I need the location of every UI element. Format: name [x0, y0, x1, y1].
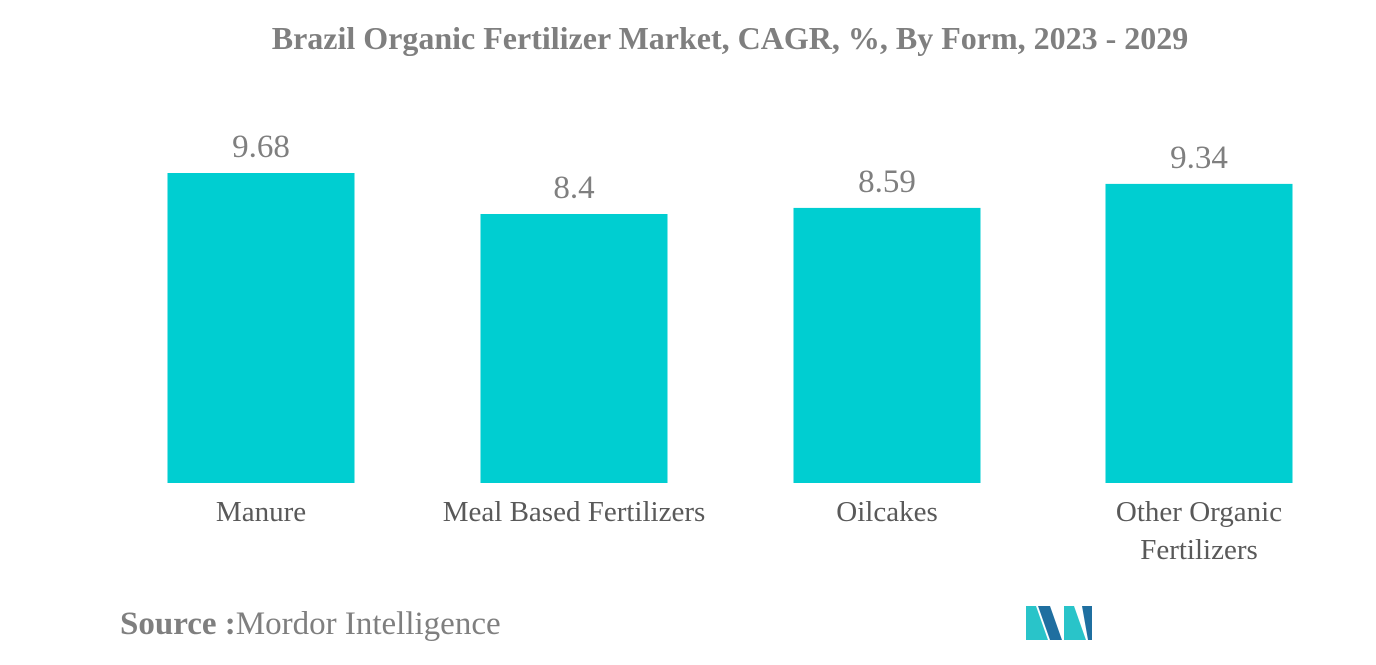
value-label: 9.68 — [232, 129, 290, 165]
category-label-line: Manure — [216, 496, 306, 528]
category-label-line: Other Organic — [1116, 496, 1282, 528]
logo-left-shape — [1026, 606, 1048, 640]
bar-oilcakes — [793, 207, 981, 483]
value-label: 8.59 — [858, 164, 916, 200]
logo-right-bar — [1082, 606, 1092, 640]
bar-chart: 9.68 8.4 8.59 9.34 Manure Meal Based Fertili… — [167, 129, 1293, 566]
category-labels-layer: Manure Meal Based Fertilizers Oilcakes Othe… — [216, 496, 1282, 566]
source-label: Source : — [120, 606, 236, 642]
value-label: 8.4 — [553, 170, 594, 206]
bar-other-organic-fertilizers — [1105, 183, 1293, 483]
bar-manure — [167, 173, 355, 483]
category-label: Manure — [216, 496, 306, 528]
chart-title: Brazil Organic Fertilizer Market, CAGR, … — [271, 20, 1189, 56]
logo-right-shape — [1064, 606, 1086, 640]
category-label: Meal Based Fertilizers — [443, 496, 706, 528]
value-labels-layer: 9.68 8.4 8.59 9.34 — [232, 129, 1228, 206]
bars-layer — [167, 173, 1293, 483]
source-line: Source :Mordor Intelligence — [120, 606, 501, 643]
category-label-line: Meal Based Fertilizers — [443, 496, 706, 528]
bar-meal-based-fertilizers — [480, 213, 668, 483]
category-label-line: Fertilizers — [1140, 534, 1258, 566]
logo-middle-shape — [1038, 606, 1062, 640]
category-label-line: Oilcakes — [836, 496, 937, 528]
source-text: Mordor Intelligence — [235, 606, 501, 642]
mordor-intelligence-logo-icon — [1026, 606, 1092, 640]
value-label: 9.34 — [1170, 140, 1228, 176]
category-label: Other Organic Fertilizers — [1116, 496, 1282, 566]
category-label: Oilcakes — [836, 496, 937, 528]
